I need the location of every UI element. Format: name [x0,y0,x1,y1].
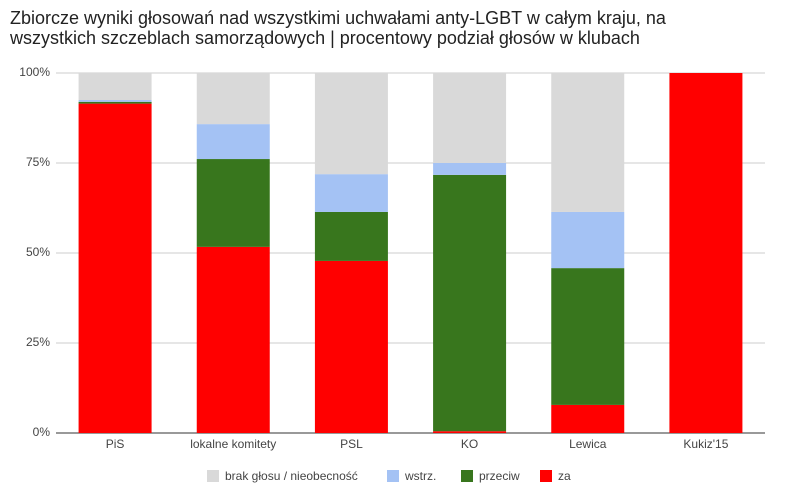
legend-label: za [558,469,571,483]
bar-segment [551,211,625,269]
bar-segment [78,103,152,433]
bar-segment [314,174,388,212]
x-tick-label: Lewica [569,437,607,451]
x-tick-label: KO [461,437,478,451]
bar-segment [669,73,743,433]
bar-segment [433,163,507,175]
y-tick-label: 50% [26,245,50,259]
y-tick-label: 0% [33,425,51,439]
bar-segment [433,73,507,163]
bar-segment [314,211,388,261]
y-tick-label: 25% [26,335,50,349]
x-tick-label: lokalne komitety [190,437,276,451]
legend-swatch [387,470,399,482]
bar-segment [433,431,507,433]
bar-segment [196,159,270,247]
legend-label: przeciw [479,469,520,483]
y-tick-label: 100% [19,65,50,79]
bar-segment [433,174,507,432]
bar-segment [196,124,270,160]
x-tick-label: PSL [340,437,363,451]
bar-segment [551,268,625,405]
x-tick-label: PiS [106,437,125,451]
legend-label: brak głosu / nieobecność [225,469,358,483]
bar-segment [551,404,625,433]
legend-label: wstrz. [404,469,436,483]
bar-segment [78,100,152,102]
x-tick-label: Kukiz'15 [683,437,728,451]
bar-segment [196,73,270,125]
bar-segment [78,73,152,100]
legend-swatch [540,470,552,482]
bar-segment [78,101,152,104]
y-tick-label: 75% [26,155,50,169]
bar-segment [551,73,625,212]
legend-swatch [207,470,219,482]
bar-segment [196,246,270,433]
bar-segment [314,260,388,433]
chart-title: Zbiorcze wyniki głosowań nad wszystkimi … [10,8,666,48]
legend-swatch [461,470,473,482]
bar-segment [314,73,388,175]
